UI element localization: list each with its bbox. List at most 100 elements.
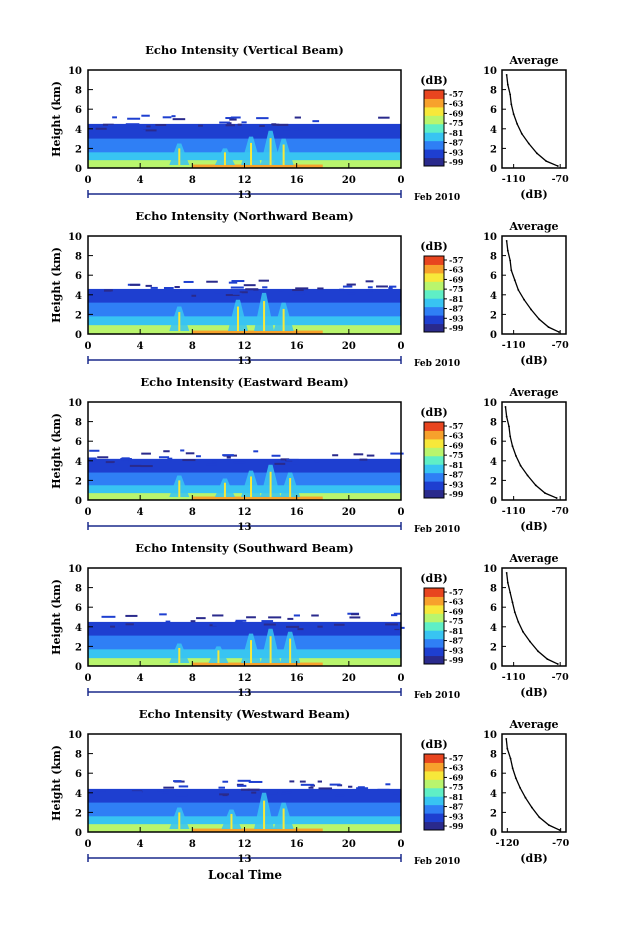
- heatmap-speckle: [130, 126, 140, 129]
- panel-2: Echo Intensity (Eastward Beam) 0 2 4 6 8 10 Hei…: [50, 375, 569, 535]
- heatmap-speckle: [281, 792, 287, 795]
- heatmap-speckle: [297, 628, 304, 631]
- x-tick-label: 0: [85, 175, 92, 186]
- heatmap-speckle: [357, 786, 365, 789]
- colorbar-swatch: [424, 613, 444, 623]
- y-tick-label: 0: [75, 496, 82, 507]
- colorbar-swatch: [424, 157, 444, 167]
- heatmap-speckle: [317, 287, 324, 290]
- profile-y-tick-label: 6: [490, 603, 497, 614]
- profile-title: Average: [508, 54, 558, 67]
- heatmap-speckle: [113, 462, 120, 465]
- x-tick-label: 0: [398, 341, 405, 352]
- heatmap-speckle: [251, 791, 257, 794]
- heatmap-speckle: [228, 281, 238, 284]
- heatmap-speckle: [265, 792, 278, 795]
- colorbar-tick-label: -81: [449, 792, 463, 802]
- profile-line: [504, 406, 557, 499]
- heatmap-speckle: [230, 286, 244, 289]
- profile-x-tick-label: -110: [502, 506, 526, 517]
- profile-point: [511, 601, 514, 604]
- colorbar-tick-label: -57: [449, 255, 463, 265]
- heatmap-speckle: [95, 127, 107, 130]
- profile-y-tick-label: 10: [483, 398, 497, 409]
- profile-y-tick-label: 2: [490, 144, 497, 155]
- profile-y-tick-label: 0: [490, 496, 497, 507]
- heatmap-speckle: [158, 456, 170, 459]
- heatmap-speckle: [293, 614, 300, 617]
- profile-y-tick-label: 8: [490, 252, 497, 263]
- heatmap-speckle: [172, 118, 186, 121]
- x-tick-label: 20: [342, 673, 356, 684]
- colorbar-swatch: [424, 813, 444, 823]
- date-marker: 13: [238, 688, 252, 699]
- heatmap-speckle: [235, 619, 247, 622]
- x-tick-label: 12: [238, 175, 252, 186]
- profile-y-tick-label: 6: [490, 105, 497, 116]
- profile-xlabel: (dB): [520, 852, 547, 865]
- colorbar-tick-label: -93: [449, 479, 464, 489]
- colorbar-tick-label: -87: [449, 636, 463, 646]
- profile-line: [506, 240, 560, 333]
- heatmap-speckle: [335, 794, 345, 797]
- heatmap-speckle: [97, 456, 109, 459]
- colorbar-swatch: [424, 779, 444, 789]
- profile-point: [536, 152, 538, 155]
- colorbar-tick-label: -81: [449, 294, 463, 304]
- profile-point: [558, 331, 560, 333]
- y-tick-label: 4: [75, 125, 82, 136]
- heatmap-speckle: [226, 456, 231, 459]
- colorbar-tick-label: -57: [449, 753, 463, 763]
- panel-title: Echo Intensity (Southward Beam): [135, 541, 353, 555]
- colorbar-swatch: [424, 140, 444, 150]
- heatmap-speckle: [161, 791, 170, 794]
- profile-y-tick-label: 8: [490, 750, 497, 761]
- heatmap-speckle: [88, 457, 97, 460]
- profile-y-tick-label: 8: [490, 86, 497, 97]
- heatmap-speckle: [312, 120, 320, 123]
- profile-y-tick-label: 2: [490, 476, 497, 487]
- y-tick-label: 4: [75, 623, 82, 634]
- y-tick-label: 8: [75, 750, 82, 761]
- heatmap-speckle: [385, 783, 391, 786]
- heatmap-surface-band: [192, 164, 323, 168]
- colorbar-swatch: [424, 264, 444, 274]
- heatmap-speckle: [212, 460, 217, 463]
- heatmap-speckle: [229, 118, 237, 121]
- colorbar-tick-label: -81: [449, 460, 463, 470]
- profile-point: [515, 455, 517, 457]
- heatmap-speckle: [225, 294, 240, 297]
- profile-point: [509, 757, 512, 760]
- heatmap-speckle: [110, 625, 116, 628]
- y-axis-label: Height (km): [50, 413, 63, 489]
- heatmap-speckle: [125, 614, 138, 617]
- heatmap-speckle: [118, 624, 131, 627]
- heatmap-speckle: [120, 458, 132, 461]
- colorbar-tick-label: -99: [449, 655, 464, 665]
- colorbar-tick-label: -63: [449, 597, 464, 607]
- heatmap-speckle: [150, 286, 158, 289]
- average-profile-0: Average 0 2 4 6 8 10 -110 -70 (dB): [483, 54, 569, 201]
- colorbar-swatch: [424, 455, 444, 465]
- date-marker: 13: [238, 190, 252, 201]
- y-tick-label: 6: [75, 437, 82, 448]
- profile-xlabel: (dB): [520, 520, 547, 533]
- heatmap-speckle: [155, 124, 167, 127]
- profile-point: [527, 142, 530, 145]
- average-profile-1: Average 0 2 4 6 8 10 -110 -70 (dB): [483, 220, 569, 367]
- profile-point: [505, 738, 508, 740]
- heatmap-speckle: [194, 626, 206, 629]
- heatmap-speckle: [253, 450, 259, 453]
- heatmap-speckle: [163, 287, 174, 290]
- heatmap-speckle: [391, 614, 398, 617]
- colorbar-swatch: [424, 464, 444, 474]
- colorbar-tick-label: -69: [449, 108, 464, 118]
- profile-y-tick-label: 4: [490, 291, 497, 302]
- heatmap-speckle: [180, 449, 185, 452]
- profile-point: [519, 464, 522, 467]
- profile-point: [517, 621, 520, 623]
- heatmap-speckle: [171, 115, 176, 118]
- heatmap-speckle: [261, 620, 274, 623]
- colorbar-label: (dB): [420, 738, 447, 751]
- x-tick-label: 4: [137, 175, 144, 186]
